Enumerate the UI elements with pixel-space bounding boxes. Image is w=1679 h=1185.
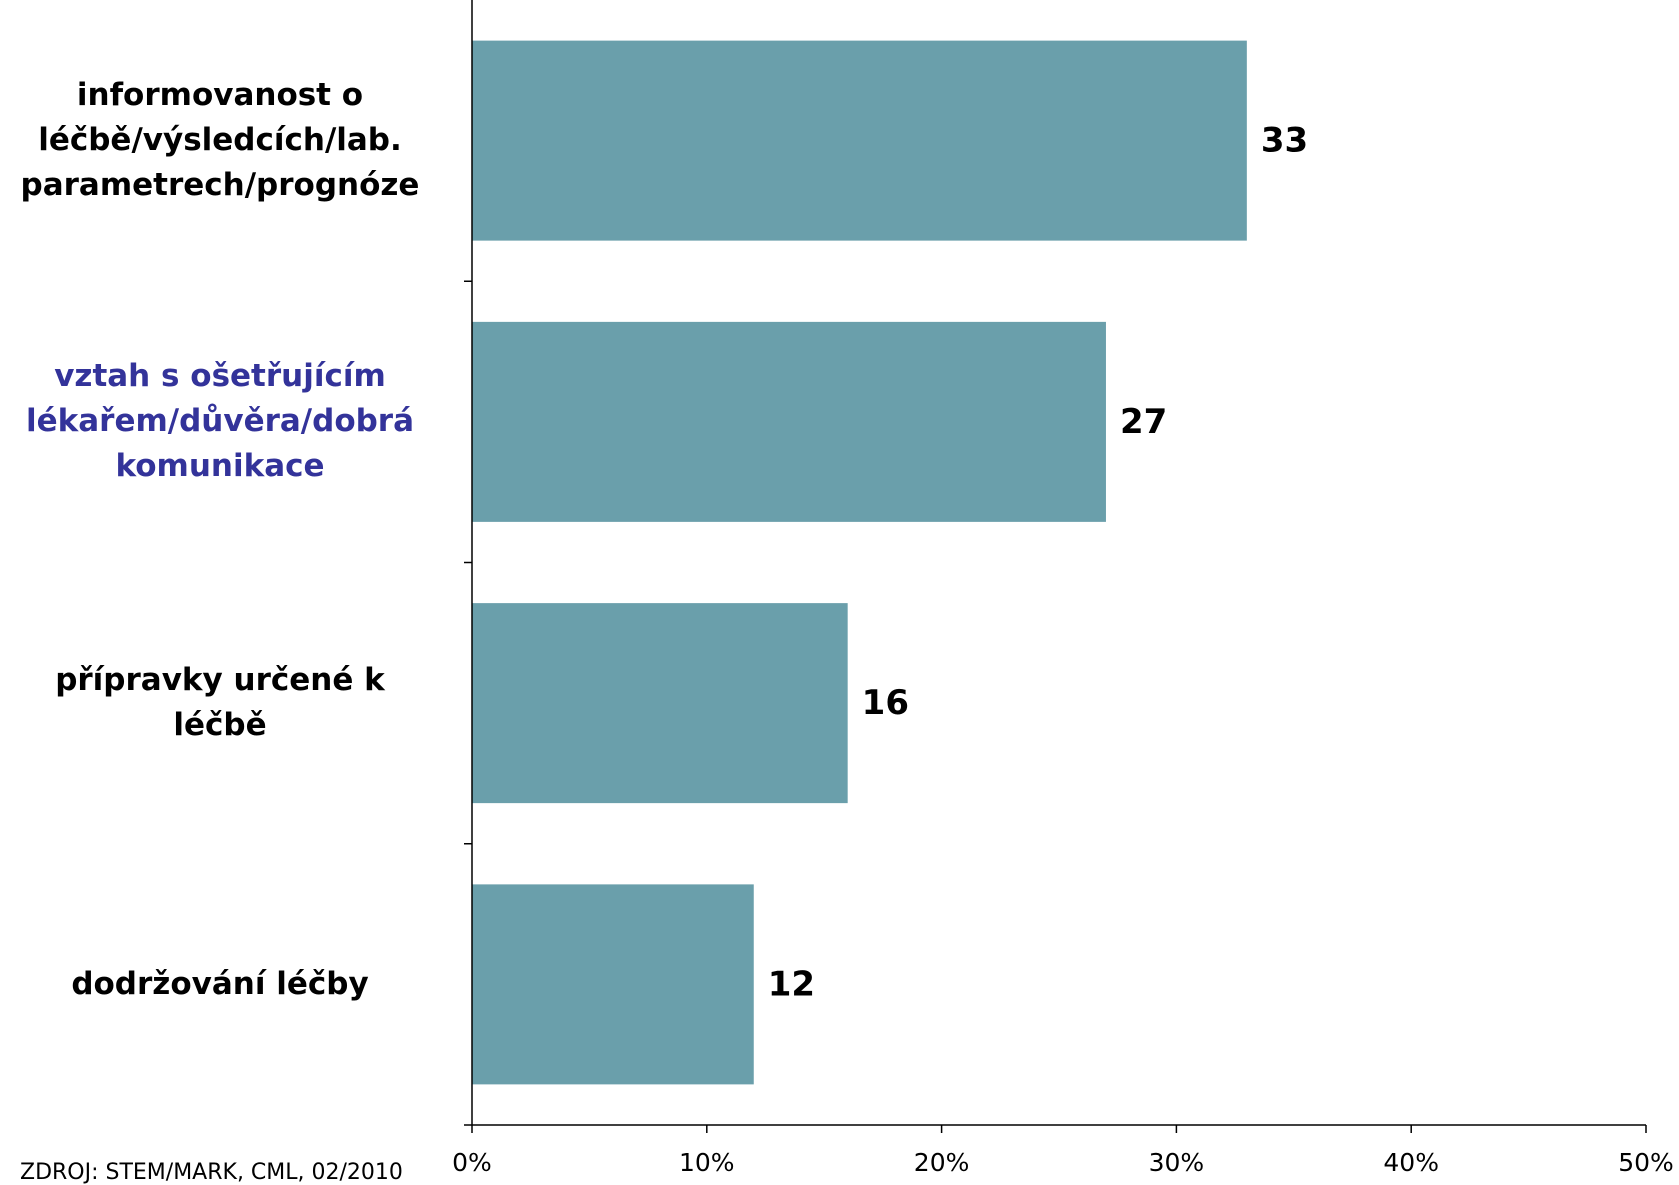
value-label-2: 16	[862, 683, 909, 723]
category-label-line: lékařem/důvěra/dobrá	[25, 403, 415, 440]
category-label-line: vztah s ošetřujícím	[54, 358, 386, 395]
x-tick-label-5: 50%	[1618, 1148, 1674, 1177]
category-label-1: vztah s ošetřujícím lékařem/důvěra/dobrá k…	[0, 354, 440, 489]
category-label-line: parametrech/prognóze	[20, 167, 420, 204]
bar-0	[472, 40, 1247, 241]
category-label-3: dodržování léčby	[0, 962, 440, 1007]
x-tick-label-3: 30%	[1149, 1148, 1205, 1177]
value-label-3: 12	[768, 964, 815, 1004]
category-label-line: dodržování léčby	[71, 965, 369, 1002]
bar-2	[472, 603, 848, 804]
category-label-0: informovanost o léčbě/výsledcích/lab. para…	[0, 73, 440, 208]
x-tick-label-0: 0%	[452, 1148, 492, 1177]
value-label-0: 33	[1261, 121, 1308, 161]
category-label-2: přípravky určené k léčbě	[0, 658, 440, 748]
x-tick-label-2: 20%	[914, 1148, 970, 1177]
category-label-line: přípravky určené k	[55, 662, 385, 699]
category-label-line: léčbě/výsledcích/lab.	[38, 122, 402, 159]
value-label-1: 27	[1120, 402, 1167, 442]
x-tick-label-1: 10%	[679, 1148, 735, 1177]
category-label-line: komunikace	[115, 448, 325, 485]
category-label-line: informovanost o	[76, 77, 364, 114]
bar-3	[472, 884, 754, 1085]
x-tick-label-4: 40%	[1383, 1148, 1439, 1177]
category-label-line: léčbě	[173, 707, 267, 744]
bar-1	[472, 321, 1106, 522]
source-note: ZDROJ: STEM/MARK, CML, 02/2010	[20, 1160, 403, 1185]
